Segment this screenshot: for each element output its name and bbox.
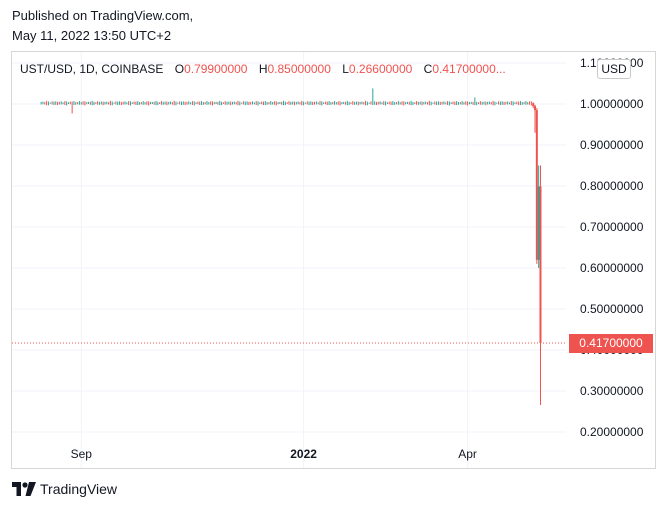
legend-close-value: 0.41700000... <box>432 62 506 76</box>
y-tick-label: 0.20000000 <box>580 425 644 439</box>
y-tick-label: 0.60000000 <box>580 261 644 275</box>
x-tick-label: Apr <box>458 447 477 461</box>
published-date-line: May 11, 2022 13:50 UTC+2 <box>12 28 172 43</box>
x-tick-label: 2022 <box>290 447 317 461</box>
y-tick-label: 0.30000000 <box>580 384 644 398</box>
chart-frame <box>11 51 656 469</box>
legend-open-value: 0.79900000 <box>184 62 248 76</box>
candle-body <box>537 186 540 260</box>
legend-open-key: O <box>174 62 185 76</box>
legend-high-key: H <box>258 62 268 76</box>
tradingview-logo-icon <box>12 482 36 496</box>
candle-body <box>539 186 542 344</box>
legend-low-value: 0.26600000 <box>348 62 413 76</box>
y-tick-label: 0.70000000 <box>580 220 644 234</box>
y-tick-label: 0.90000000 <box>580 138 644 152</box>
published-on-line: Published on TradingView.com, <box>12 8 194 23</box>
ohlc-legend: UST/USD, 1D, COINBASE O0.79900000 H0.850… <box>20 62 506 76</box>
y-tick-label: 1.00000000 <box>580 97 644 111</box>
legend-symbol: UST/USD, 1D, COINBASE <box>20 62 164 76</box>
candle-body <box>535 110 538 260</box>
y-tick-label: 0.50000000 <box>580 302 644 316</box>
candle-body <box>534 106 537 111</box>
x-tick-label: Sep <box>71 447 93 461</box>
tradingview-brand[interactable]: TradingView <box>12 481 117 497</box>
currency-badge[interactable]: USD <box>597 59 631 79</box>
legend-close-key: C <box>423 62 433 76</box>
brand-name: TradingView <box>40 481 118 497</box>
y-tick-label: 0.80000000 <box>580 179 644 193</box>
legend-low-key: L <box>342 62 349 76</box>
legend-high-value: 0.85000000 <box>267 62 331 76</box>
candle-body <box>532 103 535 107</box>
last-price-tag: 0.41700000 <box>569 334 653 353</box>
